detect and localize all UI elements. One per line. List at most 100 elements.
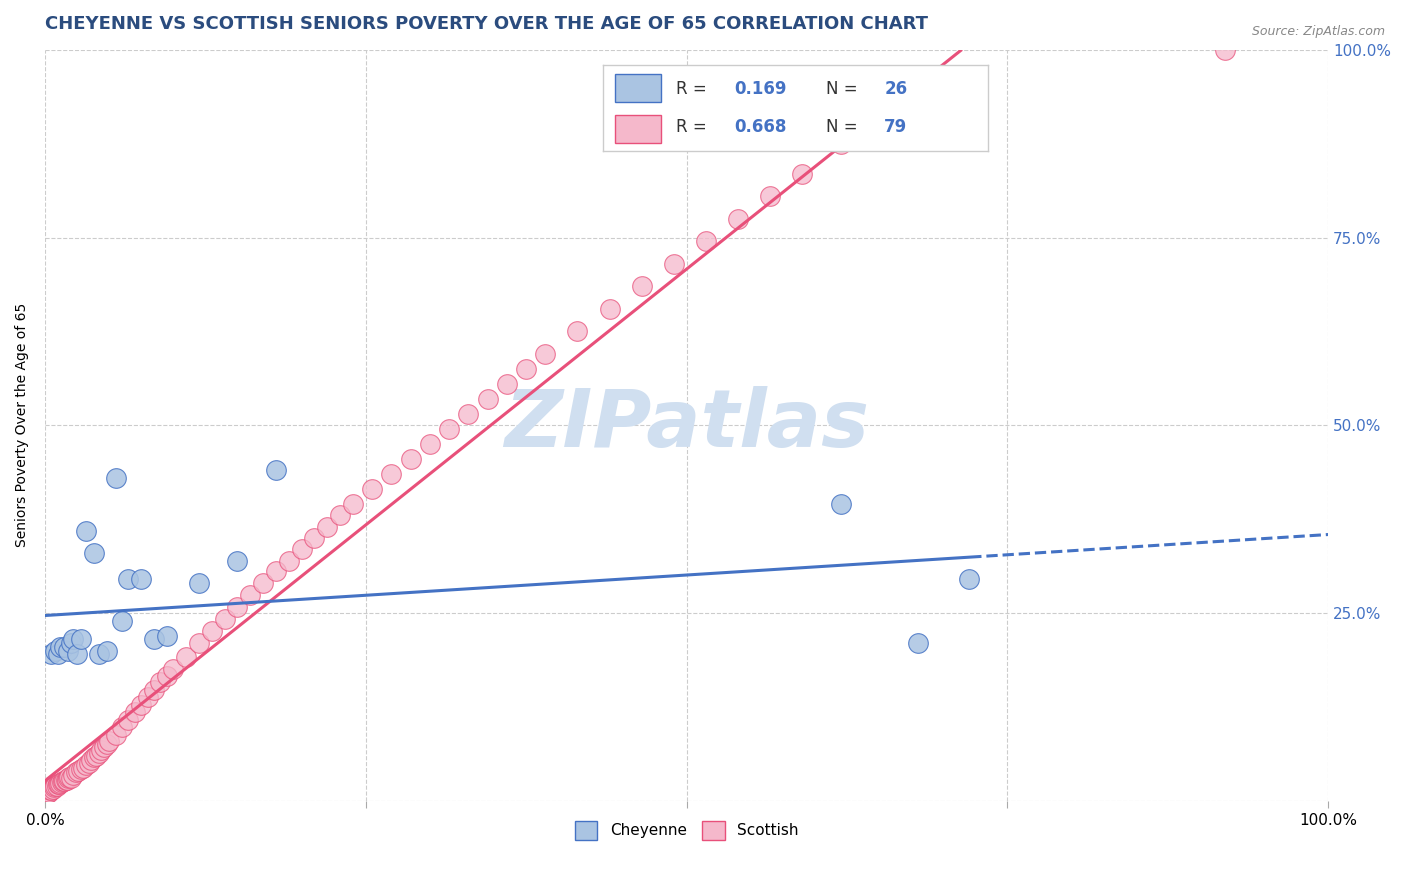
Point: [957, 572, 980, 586]
Point: [361, 482, 384, 496]
Point: [1215, 43, 1237, 57]
Point: [56, 772, 79, 786]
Point: [437, 422, 460, 436]
Point: [93, 739, 115, 754]
Point: [399, 452, 422, 467]
Point: [790, 167, 813, 181]
Point: [70, 632, 93, 647]
Point: [156, 629, 179, 643]
Point: [80, 753, 103, 767]
Point: [51, 775, 73, 789]
Point: [90, 743, 112, 757]
Point: [264, 564, 287, 578]
Point: [104, 728, 127, 742]
Point: [70, 762, 93, 776]
Point: [830, 497, 852, 511]
Point: [49, 640, 72, 654]
Point: [419, 437, 441, 451]
Point: [49, 776, 72, 790]
Point: [62, 768, 84, 782]
Point: [42, 780, 65, 795]
Point: [316, 520, 339, 534]
Point: [83, 546, 105, 560]
Point: [907, 636, 929, 650]
Point: [277, 553, 299, 567]
Point: [188, 576, 211, 591]
Point: [759, 189, 782, 203]
Point: [45, 779, 67, 793]
Point: [55, 772, 77, 787]
Point: [44, 643, 66, 657]
Point: [252, 576, 274, 591]
Point: [496, 377, 519, 392]
Point: [380, 467, 402, 482]
Point: [201, 624, 224, 639]
Point: [67, 764, 90, 778]
Point: [87, 746, 110, 760]
Point: [515, 362, 537, 376]
Point: [56, 643, 79, 657]
Point: [96, 737, 118, 751]
Point: [58, 770, 80, 784]
Point: [111, 720, 134, 734]
Point: [39, 783, 62, 797]
Legend: Cheyenne, Scottish: Cheyenne, Scottish: [568, 815, 804, 846]
Point: [304, 531, 326, 545]
Point: [53, 640, 76, 654]
Point: [830, 136, 852, 151]
Point: [599, 301, 621, 316]
Point: [226, 600, 249, 615]
Point: [567, 325, 589, 339]
Point: [162, 663, 184, 677]
Point: [41, 781, 63, 796]
Point: [695, 235, 717, 249]
Point: [65, 765, 87, 780]
Point: [239, 588, 262, 602]
Point: [329, 508, 352, 523]
Point: [48, 776, 70, 790]
Point: [87, 648, 110, 662]
Point: [534, 347, 557, 361]
Point: [111, 614, 134, 628]
Text: ZIPatlas: ZIPatlas: [505, 386, 869, 465]
Point: [342, 497, 364, 511]
Point: [188, 636, 211, 650]
Point: [117, 572, 139, 586]
Point: [75, 757, 97, 772]
Point: [59, 636, 82, 650]
Point: [136, 690, 159, 705]
Point: [214, 612, 236, 626]
Point: [44, 779, 66, 793]
Point: [53, 773, 76, 788]
Point: [662, 257, 685, 271]
Point: [630, 279, 652, 293]
Point: [868, 114, 890, 128]
Point: [149, 675, 172, 690]
Point: [75, 524, 97, 538]
Point: [174, 649, 197, 664]
Point: [143, 682, 166, 697]
Point: [117, 713, 139, 727]
Point: [84, 748, 107, 763]
Point: [156, 669, 179, 683]
Point: [264, 463, 287, 477]
Point: [124, 705, 146, 719]
Point: [477, 392, 499, 406]
Point: [129, 572, 152, 586]
Point: [62, 632, 84, 647]
Point: [104, 471, 127, 485]
Point: [52, 774, 75, 789]
Point: [98, 733, 121, 747]
Point: [143, 632, 166, 647]
Point: [66, 648, 89, 662]
Point: [37, 786, 59, 800]
Point: [291, 542, 314, 557]
Point: [727, 211, 749, 226]
Point: [46, 648, 69, 662]
Text: CHEYENNE VS SCOTTISH SENIORS POVERTY OVER THE AGE OF 65 CORRELATION CHART: CHEYENNE VS SCOTTISH SENIORS POVERTY OVE…: [45, 15, 928, 33]
Point: [457, 407, 479, 421]
Point: [226, 553, 249, 567]
Point: [59, 772, 82, 786]
Point: [129, 698, 152, 712]
Point: [83, 750, 105, 764]
